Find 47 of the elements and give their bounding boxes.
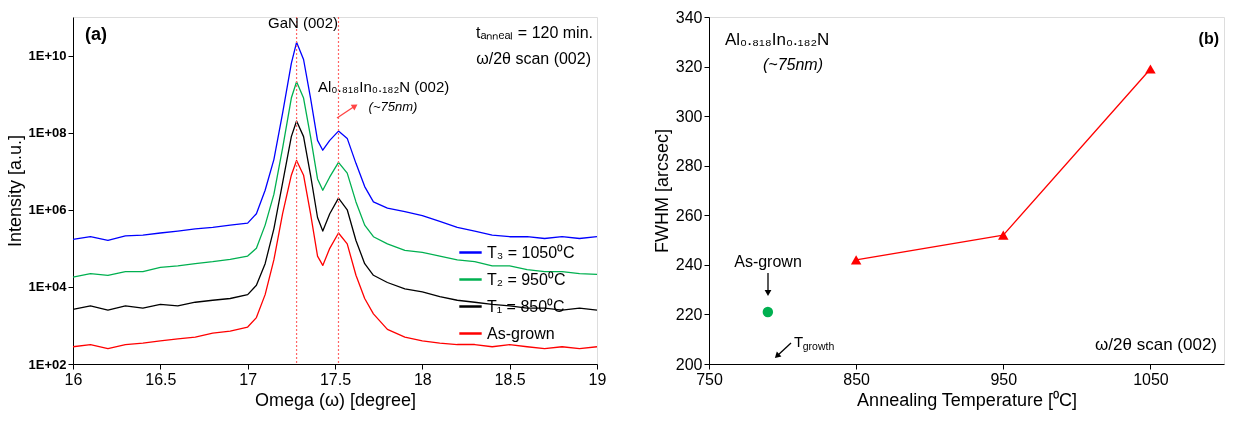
x-tick-label: 950 bbox=[990, 370, 1018, 388]
annotation: (a) bbox=[85, 24, 107, 44]
point bbox=[762, 306, 774, 318]
y-tick-label: 220 bbox=[675, 305, 703, 323]
x-tick-label: 16 bbox=[64, 370, 83, 388]
legend-label: As-grown bbox=[487, 324, 555, 342]
x-tick-label: 17 bbox=[239, 370, 258, 388]
y-tick-label: 1E+10 bbox=[28, 48, 67, 64]
y-tick-label: 1E+02 bbox=[28, 356, 67, 372]
y-tick-label: 300 bbox=[675, 107, 703, 125]
annotation: tₐₙₙₑₐₗ = 120 min. bbox=[476, 24, 593, 41]
annotation: (~75nm) bbox=[368, 99, 418, 114]
point bbox=[1145, 64, 1156, 74]
x-tick-label: 18.5 bbox=[494, 370, 526, 388]
annotation: (b) bbox=[1198, 30, 1219, 47]
y-tick-label: 240 bbox=[675, 256, 703, 274]
legend-label: T₂ = 950⁰C bbox=[487, 270, 566, 288]
x-axis-title: Omega (ω) [degree] bbox=[254, 389, 417, 410]
y-tick-label: 340 bbox=[675, 8, 703, 26]
point bbox=[850, 255, 862, 265]
line-series bbox=[72, 159, 598, 350]
legend-label: T₃ = 1050⁰C bbox=[487, 243, 575, 261]
y-tick-label: 1E+08 bbox=[28, 125, 67, 141]
x-tick-label: 17.5 bbox=[319, 370, 352, 388]
x-tick-label: 16.5 bbox=[145, 370, 177, 388]
y-tick-label: 260 bbox=[675, 206, 703, 224]
x-tick-label: 750 bbox=[696, 370, 723, 388]
annotation: ω/2θ scan (002) bbox=[476, 50, 591, 67]
x-tick-label: 18 bbox=[413, 370, 432, 388]
annotation: Al₀.₈₁₈In₀.₁₈₂N bbox=[725, 30, 830, 49]
y-tick-label: 320 bbox=[675, 58, 703, 76]
point bbox=[998, 230, 1009, 240]
y-tick-label: 1E+06 bbox=[28, 202, 67, 218]
y-axis-title: Intensity [a.u.] bbox=[4, 134, 25, 248]
annotation: As-grown bbox=[734, 253, 802, 270]
x-axis-title: Annealing Temperature [⁰C] bbox=[857, 389, 1077, 410]
y-axis-title: FWHM [arcsec] bbox=[651, 129, 672, 253]
annotation: (~75nm) bbox=[762, 56, 824, 73]
y-tick-label: 200 bbox=[675, 355, 703, 373]
y-tick-label: 1E+04 bbox=[28, 279, 68, 295]
x-tick-label: 850 bbox=[843, 370, 871, 388]
x-tick-label: 19 bbox=[588, 370, 607, 388]
annotation: Al₀.₈₁₈In₀.₁₈₂N (002) bbox=[318, 78, 450, 95]
annotation: GaN (002) bbox=[267, 14, 339, 31]
annotation: ω/2θ scan (002) bbox=[1095, 335, 1217, 354]
y-tick-label: 280 bbox=[675, 157, 703, 175]
x-tick-label: 1050 bbox=[1133, 370, 1169, 388]
